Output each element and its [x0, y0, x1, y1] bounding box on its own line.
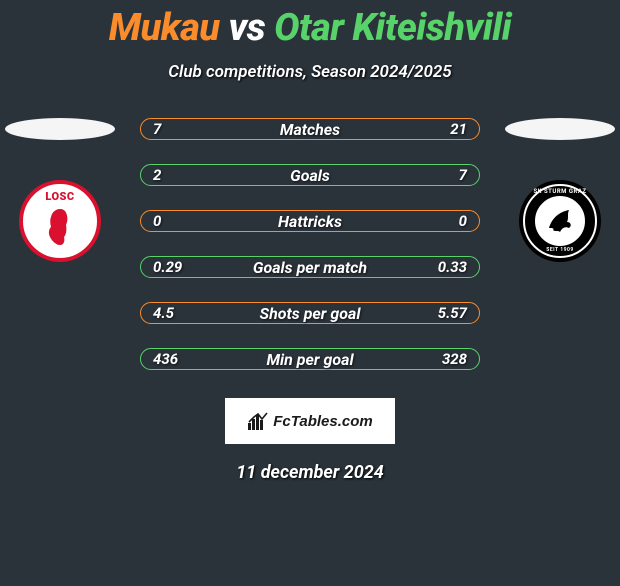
player2-club-crest: SK STURM GRAZ SEIT 1909: [519, 180, 601, 262]
stat-label: Shots per goal: [260, 304, 361, 323]
comparison-content: LOSC SK STURM GRAZ SEIT 1909 7 Matches 21 2…: [0, 118, 620, 370]
stat-row: 2 Goals 7: [140, 164, 480, 186]
stat-row: 436 Min per goal 328: [140, 348, 480, 370]
stat-left-value: 2: [153, 166, 161, 184]
player1-avatar: [5, 118, 115, 140]
losc-crest-text: LOSC: [45, 190, 74, 203]
fctables-logo-icon: [247, 411, 269, 431]
stat-left-value: 436: [153, 350, 178, 368]
player-left-column: LOSC: [0, 118, 120, 262]
stat-row: 0 Hattricks 0: [140, 210, 480, 232]
stat-label: Min per goal: [266, 350, 353, 369]
subtitle: Club competitions, Season 2024/2025: [0, 62, 620, 82]
title-player2: Otar Kiteishvili: [274, 6, 511, 50]
title-vs: vs: [228, 6, 265, 50]
footer-brand-badge: FcTables.com: [225, 398, 395, 444]
stat-label: Hattricks: [278, 212, 342, 231]
stat-left-value: 0.29: [153, 258, 182, 276]
date-text: 11 december 2024: [0, 462, 620, 483]
stat-label: Goals per match: [253, 258, 367, 277]
stat-left-value: 7: [153, 120, 161, 138]
sturm-inner: [541, 202, 579, 240]
player1-club-crest: LOSC: [19, 180, 101, 262]
title-player1: Mukau: [109, 6, 220, 50]
stat-row: 7 Matches 21: [140, 118, 480, 140]
stat-label: Goals: [290, 166, 330, 185]
player-right-column: SK STURM GRAZ SEIT 1909: [500, 118, 620, 262]
stat-right-value: 5.57: [438, 304, 467, 322]
page-title: Mukau vs Otar Kiteishvili: [0, 6, 620, 50]
stat-left-value: 4.5: [153, 304, 174, 322]
losc-dog-icon: [42, 205, 78, 247]
stat-right-value: 328: [442, 350, 467, 368]
player2-avatar: [505, 118, 615, 140]
stat-right-value: 0: [459, 212, 467, 230]
stat-row: 4.5 Shots per goal 5.57: [140, 302, 480, 324]
stat-right-value: 21: [450, 120, 467, 138]
stat-left-value: 0: [153, 212, 161, 230]
stat-row: 0.29 Goals per match 0.33: [140, 256, 480, 278]
stat-right-value: 0.33: [438, 258, 467, 276]
footer-brand-text: FcTables.com: [273, 413, 372, 430]
stats-list: 7 Matches 21 2 Goals 7 0 Hattricks 0 0.29 Goals pe…: [140, 118, 480, 370]
sturm-top-text: SK STURM GRAZ: [533, 188, 586, 195]
sturm-bottom-text: SEIT 1909: [546, 247, 573, 253]
stat-label: Matches: [280, 120, 340, 139]
sturm-ball-icon: [547, 208, 573, 234]
stat-right-value: 7: [459, 166, 467, 184]
